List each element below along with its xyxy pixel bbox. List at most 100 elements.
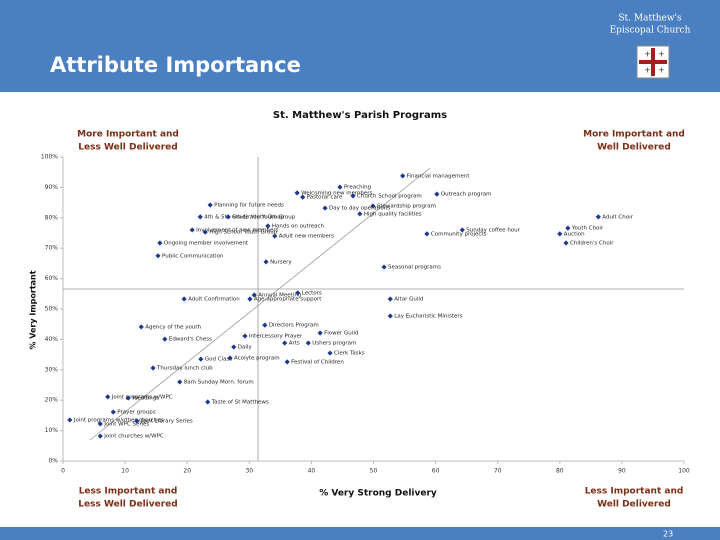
point-label: Weddings: [132, 396, 159, 402]
point: [400, 173, 406, 179]
svg-text:+: +: [644, 50, 651, 59]
point: [181, 296, 187, 302]
point: [189, 227, 195, 233]
point-label: Lay Eucharistic Ministers: [394, 313, 462, 319]
quadrant-note: More Important and: [583, 130, 685, 140]
x-tick-label: 80: [556, 468, 564, 475]
point-label: Outreach program: [441, 192, 492, 198]
quadrant-note: Less Important and: [79, 487, 178, 497]
point-label: Stewardship program: [377, 203, 436, 209]
y-tick-label: 30%: [45, 366, 59, 373]
point-label: Children's Choir: [570, 241, 614, 247]
point-label: Acolyte program: [234, 355, 280, 361]
point: [262, 322, 268, 328]
point-label: Nursery: [270, 259, 292, 265]
point-label: Intercessory Prayer: [249, 334, 303, 340]
point-label: Youth Choir: [571, 226, 604, 232]
point-label: Flower Guild: [324, 331, 358, 337]
point-label: Agency of the youth: [145, 324, 201, 330]
y-axis-label: % Very Important: [29, 270, 38, 349]
point-label: Community projects: [431, 231, 487, 237]
point-label: Ongoing member involvement: [164, 241, 249, 247]
x-tick-label: 100: [678, 468, 690, 475]
point-label: God Class: [205, 357, 232, 363]
point-label: Auction: [564, 231, 585, 237]
point: [563, 240, 569, 246]
point-label: Adult new members: [279, 234, 334, 240]
point-label: 4th & 5th Grade Youth Group: [204, 214, 284, 220]
x-tick-label: 0: [61, 468, 65, 475]
point-label: Lectors: [302, 290, 322, 296]
point: [205, 399, 211, 405]
point-label: Welcoming new members: [301, 190, 372, 196]
point: [284, 359, 290, 365]
point-label: Day to day operations: [329, 206, 390, 212]
point-label: 6th Grade Youth Group: [232, 214, 296, 220]
point-label: High School Youth Group: [209, 230, 278, 236]
point-label: Altar Guild: [394, 296, 423, 302]
point-label: Public Communication: [162, 253, 224, 259]
point: [150, 365, 156, 371]
point: [381, 264, 387, 270]
y-tick-label: 20%: [45, 397, 59, 404]
point: [157, 240, 163, 246]
point: [565, 225, 571, 231]
x-tick-label: 10: [121, 468, 129, 475]
point-label: Adult Choir: [602, 214, 633, 220]
point: [162, 336, 168, 342]
point: [231, 344, 237, 350]
chart-title: St. Matthew's Parish Programs: [273, 110, 447, 121]
point-label: Pastoral care: [307, 195, 343, 201]
point-label: Thursday lunch club: [156, 365, 213, 371]
point: [459, 227, 465, 233]
y-tick-label: 10%: [45, 427, 59, 434]
point-label: Prayer groups: [117, 410, 155, 416]
point: [197, 214, 203, 220]
point: [177, 379, 183, 385]
point: [265, 223, 271, 229]
point: [138, 324, 144, 330]
point-label: Financial management: [407, 173, 471, 179]
point: [337, 184, 343, 190]
point: [387, 296, 393, 302]
point-label: Ushers program: [312, 341, 356, 347]
point-label: Festival of Children: [291, 359, 344, 365]
y-tick-label: 70%: [45, 245, 59, 252]
org-name: Episcopal Church: [610, 26, 691, 36]
header-band: [0, 0, 720, 92]
point-label: Adult Confirmation: [188, 296, 240, 302]
point-label: Clerk Tasks: [334, 351, 365, 357]
point-label: Annual Meeting: [258, 293, 301, 299]
point: [295, 290, 301, 296]
point: [251, 292, 257, 298]
point: [282, 340, 288, 346]
point-label: Age-appropriate support: [254, 296, 322, 302]
y-tick-label: 60%: [45, 275, 59, 282]
x-tick-label: 30: [245, 468, 253, 475]
x-tick-label: 90: [618, 468, 626, 475]
point: [357, 211, 363, 217]
quadrant-note: Less Important and: [585, 487, 684, 497]
org-name: St. Matthew's: [618, 14, 682, 24]
point: [434, 191, 440, 197]
quadrant-note: More Important and: [77, 130, 179, 140]
y-tick-label: 90%: [45, 184, 59, 191]
point: [263, 259, 269, 265]
quadrant-note: Well Delivered: [597, 143, 671, 153]
point-label: High quality facilities: [364, 211, 422, 217]
point-label: Daily: [238, 345, 253, 351]
quadrant-note: Well Delivered: [597, 500, 671, 510]
point: [272, 233, 278, 239]
point-label: Preaching: [344, 185, 371, 191]
point-label: Sunday coffee hour: [466, 227, 520, 233]
point-label: Hands on outreach: [272, 224, 325, 230]
point-label: Planning for future needs: [214, 203, 284, 209]
x-tick-label: 40: [308, 468, 316, 475]
point: [247, 296, 253, 302]
point: [387, 313, 393, 319]
x-axis-label: % Very Strong Delivery: [319, 489, 437, 499]
point: [317, 330, 323, 336]
point-label: Church School program: [357, 193, 422, 199]
reference-line: [89, 167, 431, 441]
